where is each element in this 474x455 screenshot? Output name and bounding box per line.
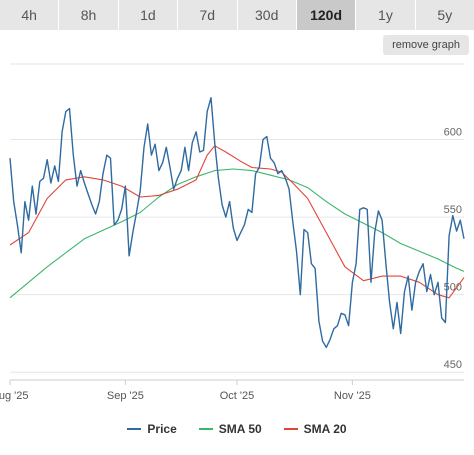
tab-5y[interactable]: 5y <box>415 0 474 30</box>
y-tick-label: 550 <box>444 204 462 216</box>
timeframe-tabs: 4h 8h 1d 7d 30d 120d 1y 5y <box>0 0 474 30</box>
remove-graph-button[interactable]: remove graph <box>383 35 469 55</box>
legend-label: Price <box>147 422 177 436</box>
tab-120d[interactable]: 120d <box>296 0 357 30</box>
legend-item-sma-20[interactable]: SMA 20 <box>283 422 347 436</box>
legend-item-price[interactable]: Price <box>127 422 177 436</box>
tab-4h[interactable]: 4h <box>0 0 60 30</box>
y-tick-label: 600 <box>444 127 462 139</box>
x-tick-label: Sep '25 <box>107 390 144 402</box>
x-tick-label: Oct '25 <box>220 390 255 402</box>
x-tick-label: Aug '25 <box>0 390 28 402</box>
y-tick-label: 450 <box>444 359 462 371</box>
x-tick-label: Nov '25 <box>334 390 371 402</box>
series-line-sma-20 <box>9 145 465 299</box>
chart-legend: Price SMA 50 SMA 20 <box>0 418 474 440</box>
legend-swatch <box>198 428 213 430</box>
legend-label: SMA 20 <box>303 422 347 436</box>
legend-swatch <box>283 428 298 430</box>
series-line-sma-50 <box>9 168 465 299</box>
price-chart: 450 500 550 600 Aug '25 Sep '25 Oct '25 Nov '25 <box>0 63 465 402</box>
legend-item-sma-50[interactable]: SMA 50 <box>198 422 262 436</box>
tab-7d[interactable]: 7d <box>178 0 238 30</box>
tab-1y[interactable]: 1y <box>356 0 416 30</box>
tab-8h[interactable]: 8h <box>59 0 119 30</box>
y-tick-label: 500 <box>444 282 462 294</box>
tab-1d[interactable]: 1d <box>118 0 179 30</box>
legend-label: SMA 50 <box>218 422 262 436</box>
legend-swatch <box>127 428 142 430</box>
series-line-price <box>9 97 465 349</box>
tab-30d[interactable]: 30d <box>237 0 297 30</box>
